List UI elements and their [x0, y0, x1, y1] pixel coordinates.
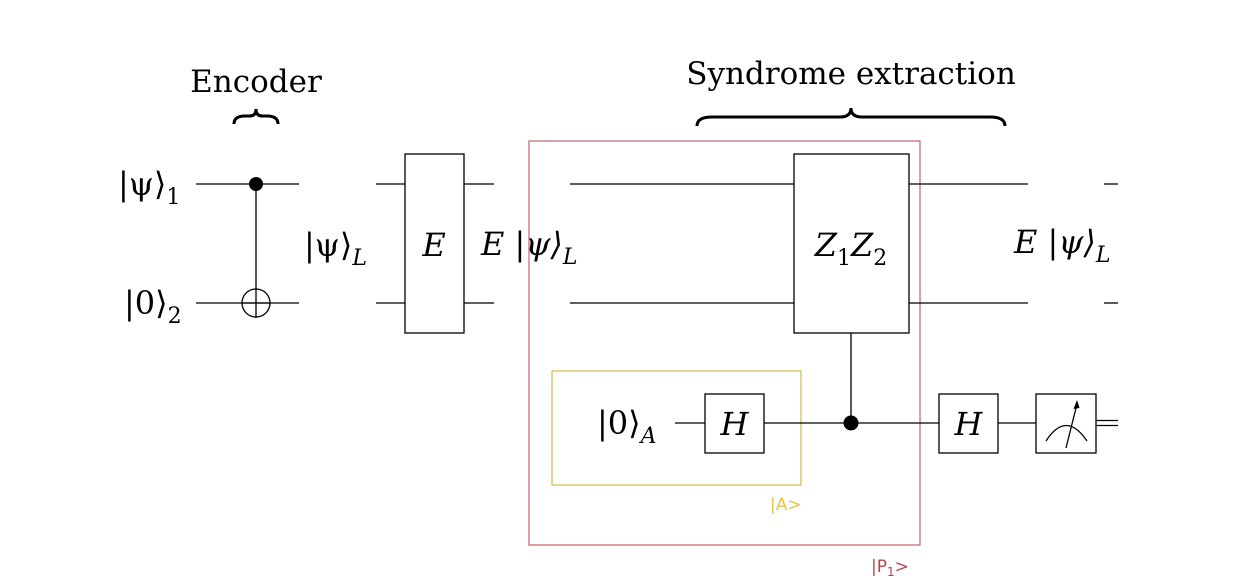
measurement-gate [1035, 393, 1097, 454]
syndrome-brace-icon [695, 107, 1007, 127]
z1z2-gate [793, 153, 910, 334]
ancilla-highlight-box [551, 370, 802, 486]
input-ket-zero: |0⟩2 [124, 284, 182, 329]
p1-highlight-box [528, 140, 921, 546]
z1z2-gate-label: Z1Z2 [814, 226, 887, 271]
output-state-label: E |ψ⟩L [1013, 223, 1111, 268]
input-ket-psi: |ψ⟩1 [118, 165, 180, 210]
p1-box-label: |P1> [871, 557, 909, 579]
encoder-label: Encoder [190, 64, 322, 100]
error-gate-label: E [421, 226, 445, 264]
error-gate [404, 153, 465, 334]
hadamard-2-label: H [954, 405, 984, 443]
encoder-brace-icon [232, 108, 280, 125]
ancilla-box-label: |A> [770, 495, 802, 515]
logical-state-label: |ψ⟩L [304, 226, 367, 271]
syndrome-label: Syndrome extraction [686, 56, 1016, 92]
hadamard-gate-1 [704, 393, 765, 454]
meter-icon [1045, 400, 1088, 449]
hadamard-1-label: H [720, 405, 750, 443]
control-dot-icon [843, 415, 859, 431]
ancilla-ket-label: |0⟩A [597, 404, 657, 449]
after-error-state-label: E |ψ⟩L [480, 225, 578, 270]
hadamard-gate-2 [938, 393, 999, 454]
cnot-control-icon [249, 177, 263, 191]
